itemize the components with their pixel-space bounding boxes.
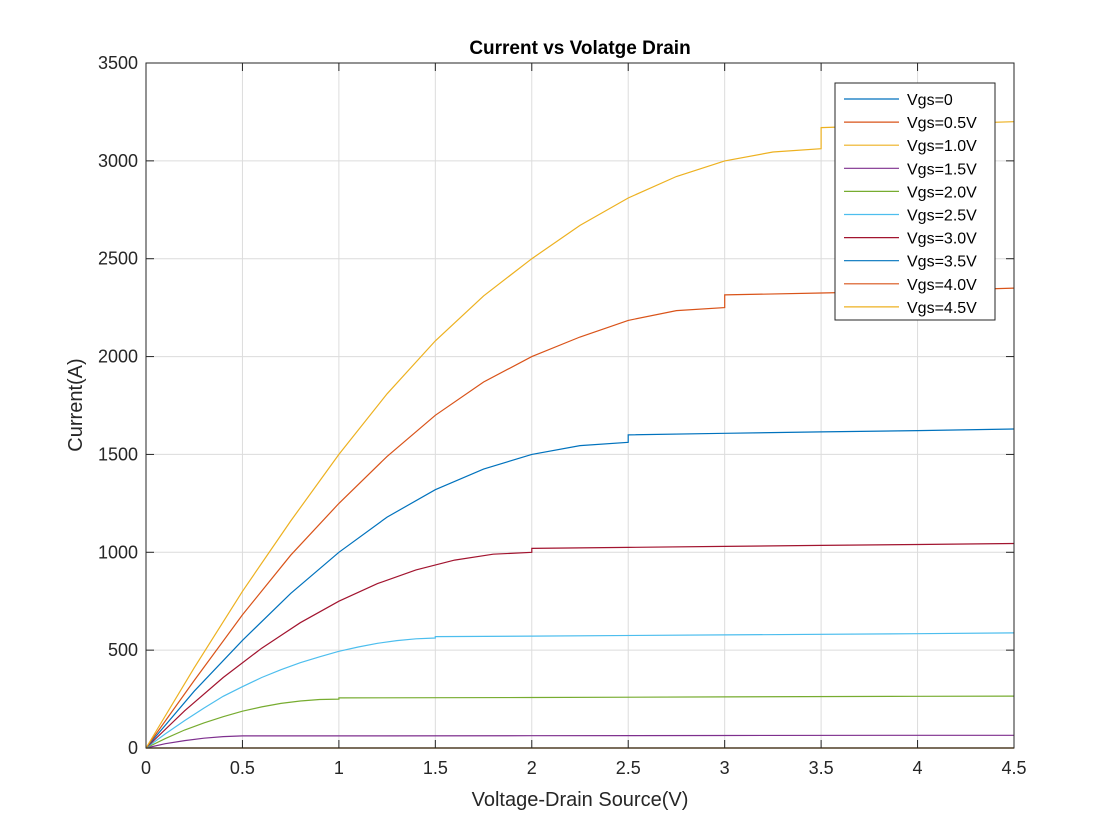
x-tick-label: 3.5: [809, 758, 834, 778]
legend-entry-label: Vgs=2.5V: [907, 208, 977, 225]
x-tick-label: 0.5: [230, 758, 255, 778]
legend-entry-label: Vgs=1.0V: [907, 138, 977, 155]
y-tick-label: 2500: [98, 249, 138, 269]
legend-entry-label: Vgs=3.5V: [907, 254, 977, 271]
series-line-7: [145, 542, 1015, 749]
x-tick-label: 2.5: [616, 758, 641, 778]
y-tick-label: 1000: [98, 542, 138, 562]
legend-entry-label: Vgs=0.5V: [907, 115, 977, 132]
legend: Vgs=0 Vgs=0.5V Vgs=1.0V Vgs=1.5V Vgs=2.0V Vgs…: [834, 82, 996, 321]
series-line-9: [145, 287, 1015, 749]
legend-entry-label: Vgs=4.5V: [907, 300, 977, 317]
y-tick-label: 1500: [98, 444, 138, 464]
y-tick-label: 3500: [98, 53, 138, 73]
legend-entry-label: Vgs=0: [907, 92, 953, 109]
legend-entry-label: Vgs=4.0V: [907, 277, 977, 294]
legend-entry-label: Vgs=2.0V: [907, 184, 977, 201]
series-line-10: [145, 121, 1015, 749]
y-tick-label: 0: [128, 738, 138, 758]
series-line-5: [145, 695, 1015, 749]
series-line-6: [145, 632, 1015, 749]
ticks: 0 0.5 1 1.5 2 2.5 3 3.5 4 4.5 0 500 1000 1500 2000 2500…: [98, 53, 1027, 778]
chart-title: Current vs Volatge Drain: [469, 38, 690, 59]
x-tick-label: 0: [141, 758, 151, 778]
y-tick-label: 500: [108, 640, 138, 660]
series-line-4: [145, 734, 1014, 749]
y-axis-label: Current(A): [65, 358, 87, 451]
x-tick-label: 1.5: [423, 758, 448, 778]
legend-entry-label: Vgs=3.0V: [907, 231, 977, 248]
x-axis-label: Voltage-Drain Source(V): [472, 789, 689, 811]
x-tick-label: 4.5: [1001, 758, 1026, 778]
axes-frame: [145, 62, 1015, 749]
legend-entry-label: Vgs=1.5V: [907, 161, 977, 178]
series-line-8: [145, 428, 1015, 749]
x-tick-label: 3: [720, 758, 730, 778]
x-tick-label: 1: [334, 758, 344, 778]
y-tick-label: 2000: [98, 347, 138, 367]
x-tick-label: 2: [527, 758, 537, 778]
y-tick-label: 3000: [98, 151, 138, 171]
x-tick-label: 4: [913, 758, 923, 778]
